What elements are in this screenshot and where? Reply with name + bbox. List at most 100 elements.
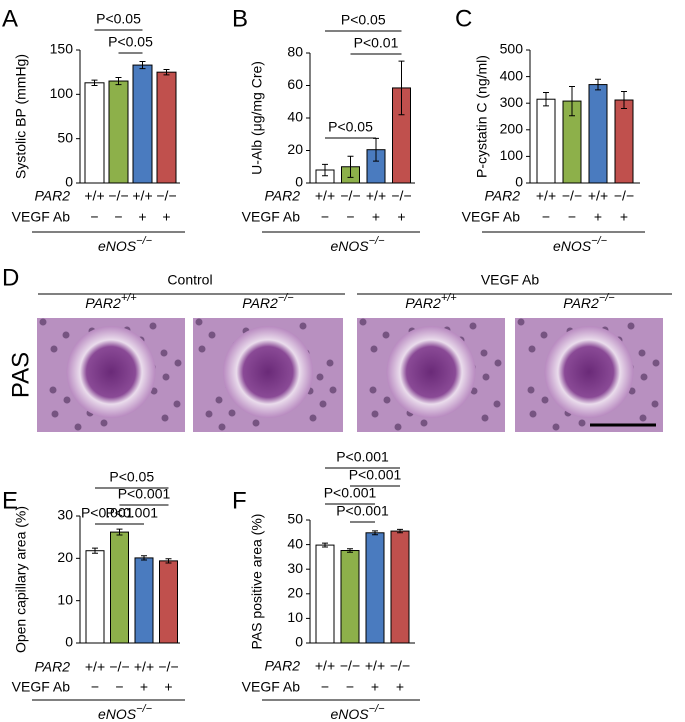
category-label: +/+ (85, 659, 105, 675)
glomerulus (223, 326, 313, 418)
category-label: −/− (614, 188, 634, 204)
cell-nucleus (640, 373, 648, 381)
glomerulus (386, 326, 476, 418)
y-tick-label: 150 (50, 41, 74, 57)
group-label: eNOS−/− (98, 703, 153, 722)
y-tick-label: 0 (515, 174, 523, 190)
error-bar (543, 92, 549, 107)
cell-nucleus (316, 373, 324, 381)
error-bar (347, 155, 354, 178)
category-label: +/+ (315, 658, 335, 674)
cell-nucleus (299, 322, 307, 330)
error-bar (621, 90, 627, 110)
error-bar (163, 69, 170, 76)
vegf-label: − (321, 209, 329, 225)
y-tick-label: 50 (57, 129, 73, 145)
error-bar (91, 79, 98, 86)
row-label: PAR2 (34, 188, 70, 204)
error-bar (569, 85, 575, 117)
vegf-label: + (162, 209, 170, 225)
y-tick-label: 40 (287, 109, 303, 125)
row-label: PAR2 (34, 659, 70, 675)
row-label: PAR2 (264, 188, 300, 204)
y-tick-label: 0 (295, 634, 303, 650)
error-bar (116, 528, 123, 536)
bar (156, 71, 177, 184)
row-label: VEGF Ab (242, 679, 301, 695)
cell-nucleus (383, 396, 391, 404)
cell-nucleus (51, 410, 59, 418)
significance-label: P<0.001 (81, 505, 134, 521)
category-label: −/− (391, 188, 411, 204)
cell-nucleus (252, 419, 260, 427)
cell-nucleus (394, 423, 402, 431)
cell-nucleus (494, 359, 502, 367)
y-tick-label: 100 (50, 85, 74, 101)
cell-nucleus (628, 387, 636, 395)
significance-label: P<0.001 (349, 467, 402, 483)
y-tick-label: 20 (57, 549, 73, 565)
cell-nucleus (578, 419, 586, 427)
group-label-sup: −/− (591, 235, 607, 247)
y-tick-label: 20 (287, 141, 303, 157)
bar (159, 560, 178, 644)
cell-nucleus (481, 414, 489, 422)
significance-label: P<0.05 (328, 119, 373, 135)
y-tick-label: 0 (295, 174, 303, 190)
column-label: PAR2+/+ (405, 292, 457, 311)
y-axis-label: PAS positive area (%) (249, 514, 265, 650)
error-bar (92, 547, 98, 554)
bar (365, 532, 385, 644)
column-label: PAR2+/+ (85, 292, 137, 311)
significance-label: P<0.001 (105, 505, 158, 521)
vegf-label: − (91, 679, 99, 695)
column-label-main: PAR2 (242, 295, 278, 311)
error-bar (398, 60, 405, 116)
cell-nucleus (627, 322, 635, 330)
y-tick-label: 60 (287, 76, 303, 92)
group-label: VEGF Ab (481, 272, 540, 288)
category-label: +/+ (134, 659, 154, 675)
cell-nucleus (150, 387, 158, 395)
cell-nucleus (517, 318, 525, 326)
group-label-main: eNOS (330, 238, 369, 254)
row-label: VEGF Ab (462, 209, 521, 225)
cell-nucleus (639, 414, 647, 422)
error-bar (347, 548, 353, 553)
category-label: +/+ (366, 188, 386, 204)
cell-nucleus (540, 331, 548, 339)
significance-label: P<0.001 (336, 503, 389, 519)
panel-label: F (232, 487, 247, 514)
significance-label: P<0.001 (324, 485, 377, 501)
y-tick-label: 200 (500, 121, 524, 137)
cell-nucleus (173, 400, 181, 408)
cell-nucleus (309, 414, 317, 422)
group-label-main: eNOS (98, 238, 137, 254)
cell-nucleus (469, 322, 477, 330)
vegf-label: − (90, 209, 98, 225)
cell-nucleus (63, 396, 71, 404)
vegf-label: + (620, 209, 628, 225)
group-label-main: eNOS (330, 706, 369, 722)
cell-nucleus (369, 386, 377, 394)
panel-label: D (2, 264, 19, 291)
column-label-sup: +/+ (121, 292, 137, 304)
error-bar (397, 528, 403, 534)
cell-nucleus (49, 386, 57, 394)
cell-nucleus (528, 345, 536, 353)
cell-nucleus (470, 387, 478, 395)
vegf-label: − (114, 209, 122, 225)
y-tick-label: 30 (57, 507, 73, 523)
group-label-sup: −/− (136, 703, 152, 715)
category-label: +/+ (536, 188, 556, 204)
row-label: PAR2 (264, 658, 300, 674)
cell-nucleus (651, 400, 659, 408)
cell-nucleus (329, 386, 337, 394)
cell-nucleus (62, 331, 70, 339)
vegf-label: + (164, 679, 172, 695)
significance-label: P<0.001 (336, 449, 389, 465)
y-tick-label: 40 (287, 535, 303, 551)
error-bar (322, 542, 328, 548)
row-label: PAR2 (484, 188, 520, 204)
